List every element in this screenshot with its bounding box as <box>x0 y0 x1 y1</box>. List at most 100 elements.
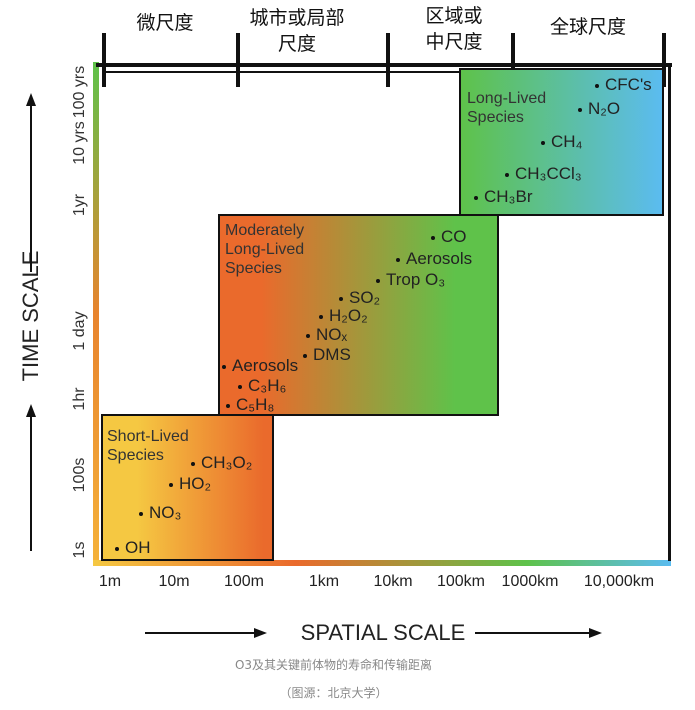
species-dot <box>578 107 582 112</box>
species-dot <box>139 511 143 516</box>
species-label: Trop O₃ <box>376 271 445 289</box>
species-name: CH₃Br <box>484 187 533 206</box>
species-dot <box>169 482 173 487</box>
species-dot <box>319 314 323 319</box>
header-line: 微尺度 <box>136 12 194 34</box>
time-arrow-upper <box>30 105 32 272</box>
species-label: SO₂ <box>339 289 380 307</box>
arrowhead-icon <box>254 628 267 638</box>
time-arrow-lower <box>30 415 32 551</box>
scale-divider <box>102 33 106 87</box>
species-name: CFC's <box>605 75 652 94</box>
species-dot <box>376 278 380 283</box>
y-tick-label: 10 yrs <box>71 121 88 165</box>
species-dot <box>238 384 242 389</box>
species-name: C₅H₈ <box>236 395 275 414</box>
y-tick-label: 1s <box>71 541 88 559</box>
top-border <box>96 63 672 67</box>
y-tick-label: 100 yrs <box>71 65 88 119</box>
header-urban-scale: 城市或局部 尺度 <box>249 5 344 57</box>
header-line: 城市或局部 <box>249 7 345 29</box>
header-line: 区域或 <box>425 5 483 27</box>
species-name: NO₃ <box>149 503 182 522</box>
x-axis-label: SPATIAL SCALE <box>300 620 466 645</box>
short-lived-title: Short-Lived Species <box>107 428 189 464</box>
species-label: C₃H₆ <box>238 377 286 395</box>
space-arrow-right <box>475 632 590 634</box>
x-tick-label: 10m <box>158 573 190 590</box>
species-label: NOₓ <box>306 326 347 344</box>
species-name: NOₓ <box>316 325 348 344</box>
time-gradient-bar <box>93 62 99 566</box>
species-label: Aerosols <box>396 250 472 268</box>
species-name: CH₃O₂ <box>201 453 253 472</box>
species-name: Aerosols <box>406 249 473 268</box>
long-lived-title: Long-Lived Species <box>467 90 547 126</box>
x-tick-label: 100m <box>223 573 265 590</box>
header-line: 中尺度 <box>425 31 483 53</box>
arrowhead-icon <box>589 628 602 638</box>
scale-divider <box>662 33 666 87</box>
species-dot <box>306 333 310 338</box>
species-label: CH₄ <box>541 133 583 151</box>
scale-divider <box>511 33 515 87</box>
species-name: DMS <box>313 345 351 364</box>
y-tick-label: 1 day <box>71 311 88 351</box>
species-label: H₂O₂ <box>319 307 368 325</box>
header-global-scale: 全球尺度 <box>550 14 626 40</box>
species-label: N₂O <box>578 100 620 118</box>
species-name: OH <box>125 538 151 557</box>
species-name: CH₃CCl₃ <box>515 164 582 183</box>
species-dot <box>431 235 435 240</box>
species-name: N₂O <box>588 99 621 118</box>
species-label: NO₃ <box>139 504 181 522</box>
species-dot <box>226 403 230 408</box>
species-dot <box>191 461 195 466</box>
species-name: CH₄ <box>551 132 583 151</box>
species-dot <box>115 546 119 551</box>
x-tick-label: 10km <box>373 573 413 590</box>
header-micro-scale: 微尺度 <box>136 10 193 36</box>
figure-source: （图源：北京大学） <box>279 686 388 700</box>
species-dot <box>505 172 509 177</box>
species-dot <box>541 140 545 145</box>
species-label: DMS <box>303 346 351 364</box>
species-label: C₅H₈ <box>226 396 274 414</box>
x-tick-label: 1000km <box>501 573 559 590</box>
scale-divider <box>386 33 390 87</box>
x-tick-label: 100km <box>436 573 486 590</box>
species-label: CH₃O₂ <box>191 454 252 472</box>
short-lived-box <box>101 414 274 561</box>
species-label: HO₂ <box>169 475 211 493</box>
species-name: CO <box>441 227 467 246</box>
species-label: CFC's <box>595 76 652 94</box>
x-tick-label: 1m <box>98 573 122 590</box>
species-dot <box>222 364 226 369</box>
y-tick-label: 1yr <box>71 193 88 217</box>
species-dot <box>339 296 343 301</box>
moderately-long-lived-box <box>218 214 499 416</box>
species-name: H₂O₂ <box>329 306 368 325</box>
species-name: HO₂ <box>179 474 212 493</box>
header-regional-scale: 区域或 中尺度 <box>425 3 482 55</box>
long-lived-box <box>459 68 664 216</box>
species-name: C₃H₆ <box>248 376 287 395</box>
moderately-long-lived-title: Moderately Long-Lived Species <box>225 222 305 277</box>
space-arrow-left <box>145 632 255 634</box>
arrowhead-icon <box>26 404 36 417</box>
figure-caption: O3及其关键前体物的寿命和传输距离 <box>234 658 433 672</box>
x-tick-label: 1km <box>308 573 340 590</box>
scale-range-line <box>104 71 666 73</box>
species-dot <box>474 195 478 200</box>
y-tick-label: 100s <box>71 457 88 493</box>
x-tick-label: 10,000km <box>583 573 655 590</box>
species-name: Aerosols <box>232 356 299 375</box>
species-label: OH <box>115 539 151 557</box>
space-gradient-bar <box>93 560 671 566</box>
y-tick-label: 1hr <box>71 387 88 411</box>
species-name: Trop O₃ <box>386 270 446 289</box>
right-border <box>668 63 671 561</box>
species-dot <box>396 257 400 262</box>
scale-divider <box>236 33 240 87</box>
species-label: CH₃Br <box>474 188 532 206</box>
